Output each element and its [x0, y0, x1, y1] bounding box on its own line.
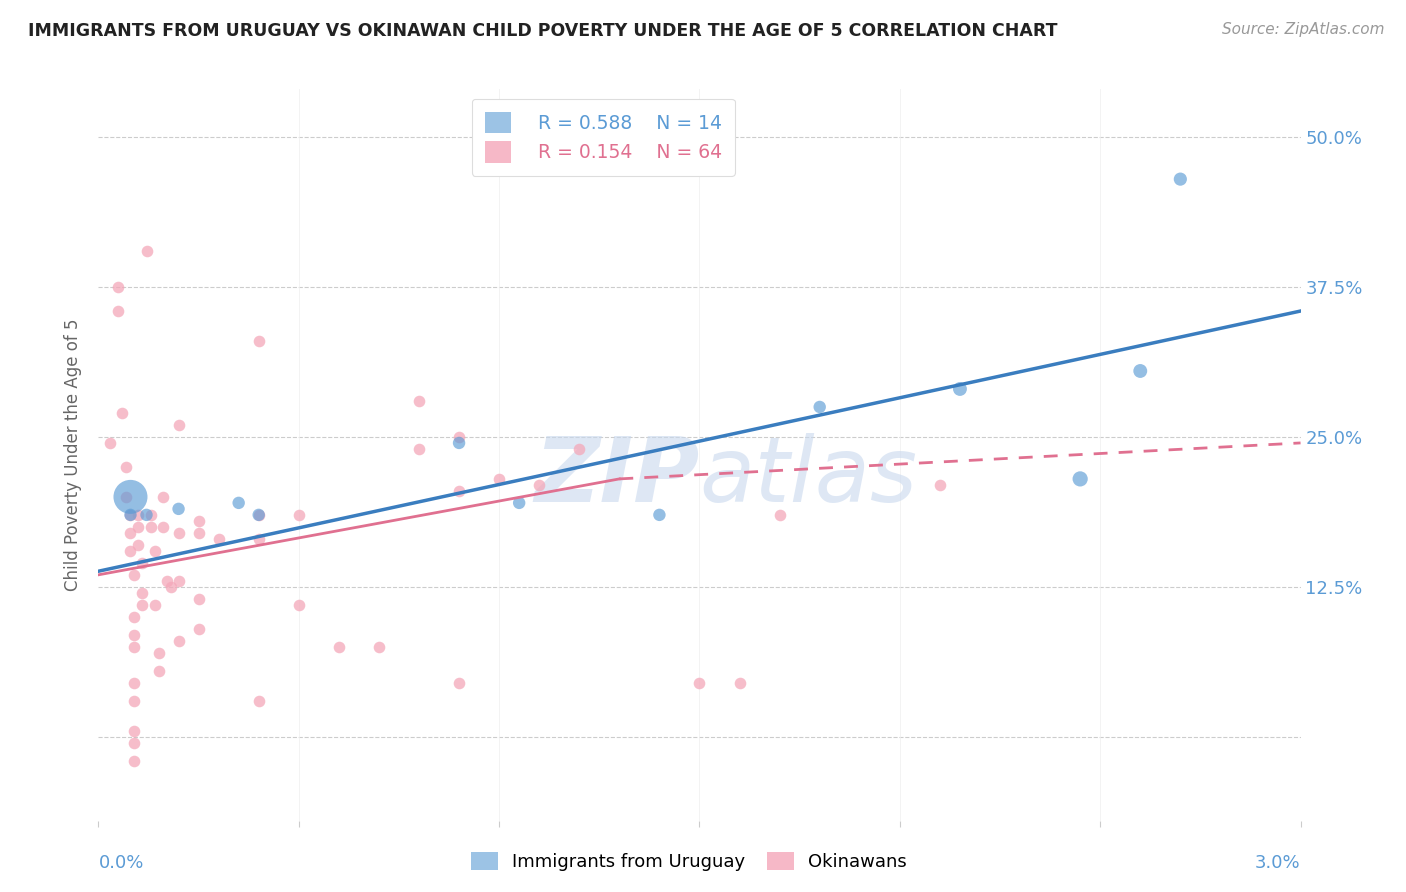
Point — [447, 483, 470, 498]
Point — [155, 574, 177, 588]
Point — [124, 754, 146, 768]
Point — [107, 304, 129, 318]
Point — [128, 520, 150, 534]
Point — [187, 622, 209, 636]
Text: atlas: atlas — [700, 433, 918, 521]
Point — [208, 532, 231, 546]
Point — [124, 628, 146, 642]
Point — [408, 394, 430, 409]
Point — [1069, 472, 1091, 486]
Point — [368, 640, 391, 654]
Point — [1129, 364, 1152, 378]
Point — [167, 417, 190, 432]
Point — [187, 525, 209, 540]
Point — [148, 664, 170, 678]
Point — [152, 490, 174, 504]
Point — [408, 442, 430, 456]
Point — [167, 633, 190, 648]
Point — [187, 514, 209, 528]
Point — [120, 508, 142, 522]
Point — [288, 598, 311, 612]
Text: Source: ZipAtlas.com: Source: ZipAtlas.com — [1222, 22, 1385, 37]
Point — [648, 508, 671, 522]
Point — [808, 400, 831, 414]
Point — [929, 478, 952, 492]
Point — [187, 591, 209, 606]
Point — [728, 675, 751, 690]
Point — [1170, 172, 1192, 186]
Point — [124, 723, 146, 738]
Point — [131, 586, 153, 600]
Point — [447, 430, 470, 444]
Point — [131, 556, 153, 570]
Point — [115, 459, 138, 474]
Point — [488, 472, 510, 486]
Point — [124, 567, 146, 582]
Point — [228, 496, 250, 510]
Point — [124, 694, 146, 708]
Point — [120, 490, 142, 504]
Point — [139, 508, 162, 522]
Point — [247, 508, 270, 522]
Text: 3.0%: 3.0% — [1256, 854, 1301, 871]
Point — [247, 334, 270, 348]
Point — [247, 532, 270, 546]
Point — [100, 436, 122, 450]
Y-axis label: Child Poverty Under the Age of 5: Child Poverty Under the Age of 5 — [65, 318, 83, 591]
Point — [328, 640, 350, 654]
Point — [124, 609, 146, 624]
Point — [143, 598, 166, 612]
Point — [115, 490, 138, 504]
Point — [124, 640, 146, 654]
Point — [107, 280, 129, 294]
Point — [143, 544, 166, 558]
Point — [139, 520, 162, 534]
Point — [447, 675, 470, 690]
Point — [167, 525, 190, 540]
Point — [167, 501, 190, 516]
Text: 0.0%: 0.0% — [98, 854, 143, 871]
Point — [128, 538, 150, 552]
Legend: Immigrants from Uruguay, Okinawans: Immigrants from Uruguay, Okinawans — [464, 845, 914, 879]
Point — [135, 508, 157, 522]
Point — [529, 478, 551, 492]
Text: IMMIGRANTS FROM URUGUAY VS OKINAWAN CHILD POVERTY UNDER THE AGE OF 5 CORRELATION: IMMIGRANTS FROM URUGUAY VS OKINAWAN CHIL… — [28, 22, 1057, 40]
Point — [124, 736, 146, 750]
Legend:   R = 0.588    N = 14,   R = 0.154    N = 64: R = 0.588 N = 14, R = 0.154 N = 64 — [471, 99, 735, 176]
Point — [111, 406, 134, 420]
Point — [120, 525, 142, 540]
Point — [120, 508, 142, 522]
Point — [135, 244, 157, 258]
Point — [447, 436, 470, 450]
Point — [568, 442, 591, 456]
Text: ZIP: ZIP — [534, 433, 700, 521]
Point — [508, 496, 530, 510]
Point — [247, 508, 270, 522]
Point — [769, 508, 792, 522]
Point — [288, 508, 311, 522]
Point — [131, 598, 153, 612]
Point — [159, 580, 181, 594]
Point — [152, 520, 174, 534]
Point — [689, 675, 711, 690]
Point — [949, 382, 972, 396]
Point — [247, 694, 270, 708]
Point — [128, 508, 150, 522]
Point — [167, 574, 190, 588]
Point — [124, 675, 146, 690]
Point — [120, 544, 142, 558]
Point — [148, 646, 170, 660]
